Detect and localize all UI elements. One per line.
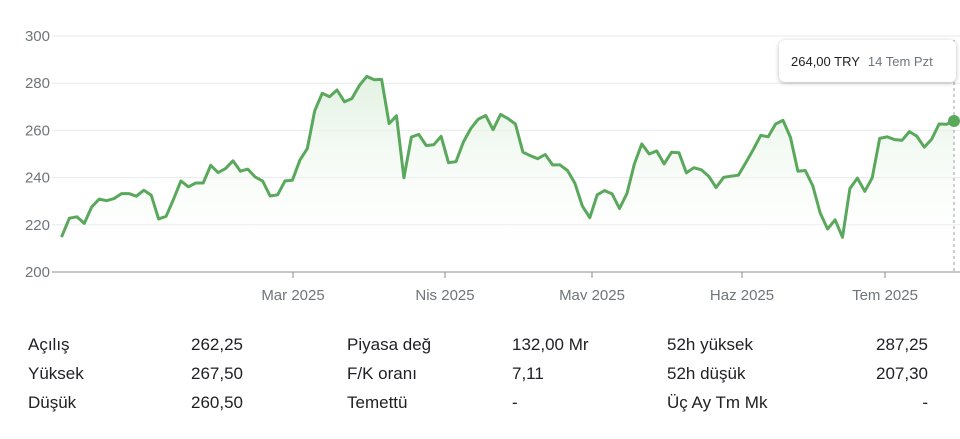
y-tick-label: 260 xyxy=(25,122,50,139)
x-tick-label: Tem 2025 xyxy=(852,287,918,300)
price-area-fill xyxy=(62,76,954,273)
price-chart[interactable]: 200 220 240 260 280 300 Mar 2025 Nis 2025 May 2… xyxy=(0,0,960,300)
y-tick-label: 200 xyxy=(25,264,50,281)
x-tick-label: May 2025 xyxy=(559,287,625,300)
stats-row: Açılış 262,25 Piyasa değ 132,00 Mr 52h y… xyxy=(0,330,960,359)
current-price-marker xyxy=(948,114,960,127)
x-tick-label: Haz 2025 xyxy=(710,287,774,300)
stat-label-low: Düşük xyxy=(28,393,77,412)
stat-label-dividend: Temettü xyxy=(347,393,408,412)
tooltip-price: 264,00 TRY xyxy=(791,53,860,69)
x-tick-label: Mar 2025 xyxy=(261,287,324,300)
stat-value-3m-avg-volume: - xyxy=(922,393,928,412)
stat-value-52w-low: 207,30 xyxy=(876,364,928,383)
stat-value-market-cap: 132,00 Mr xyxy=(512,335,589,354)
stat-label-high: Yüksek xyxy=(28,364,84,383)
stat-value-high: 267,50 xyxy=(191,364,243,383)
y-tick-label: 220 xyxy=(25,217,50,234)
tooltip-date: 14 Tem Pzt xyxy=(867,53,933,69)
y-tick-label: 240 xyxy=(25,170,50,187)
y-tick-label: 280 xyxy=(25,75,50,92)
stat-label-pe-ratio: F/K oranı xyxy=(347,364,417,383)
y-axis-ticks: 200 220 240 260 280 300 xyxy=(25,28,50,281)
stats-table: Açılış 262,25 Piyasa değ 132,00 Mr 52h y… xyxy=(0,330,960,430)
stat-value-pe-ratio: 7,11 xyxy=(512,364,544,383)
x-tick-label: Nis 2025 xyxy=(415,287,474,300)
stat-label-52w-low: 52h düşük xyxy=(667,364,746,383)
stat-value-open: 262,25 xyxy=(191,335,243,354)
stats-row: Yüksek 267,50 F/K oranı 7,11 52h düşük 2… xyxy=(0,359,960,388)
stats-row: Düşük 260,50 Temettü - Üç Ay Tm Mk - xyxy=(0,388,960,417)
stat-value-52w-high: 287,25 xyxy=(876,335,928,354)
stat-label-3m-avg-volume: Üç Ay Tm Mk xyxy=(667,393,768,412)
stat-label-52w-high: 52h yüksek xyxy=(667,335,753,354)
price-tooltip: 264,00 TRY 14 Tem Pzt xyxy=(779,40,956,82)
price-line xyxy=(60,74,956,239)
stat-value-low: 260,50 xyxy=(191,393,243,412)
x-axis: Mar 2025 Nis 2025 May 2025 Haz 2025 Tem 2025 xyxy=(52,271,960,300)
y-tick-label: 300 xyxy=(25,28,50,45)
stat-label-open: Açılış xyxy=(28,335,70,354)
stat-label-market-cap: Piyasa değ xyxy=(347,335,432,354)
stat-value-dividend: - xyxy=(512,393,518,412)
